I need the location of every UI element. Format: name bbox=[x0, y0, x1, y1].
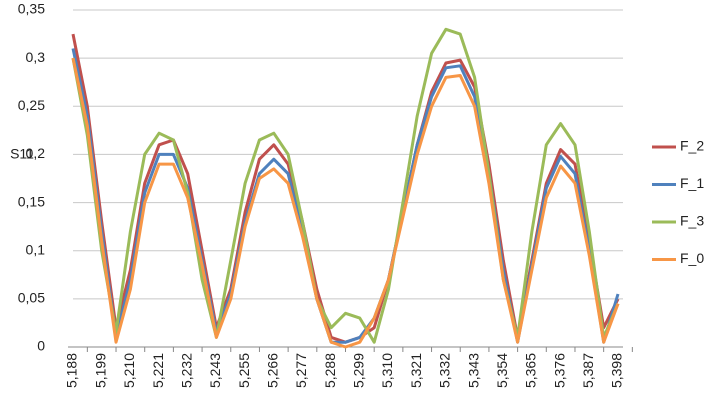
x-tick-label: 5,232 bbox=[178, 353, 194, 388]
x-tick-label: 5,365 bbox=[523, 353, 539, 388]
x-tick-label: 5,188 bbox=[64, 353, 80, 388]
y-tick-label: 0,3 bbox=[26, 49, 46, 65]
x-tick-label: 5,343 bbox=[465, 353, 481, 388]
x-tick-label: 5,354 bbox=[494, 353, 510, 388]
line-series bbox=[71, 57, 620, 349]
x-tick-label: 5,199 bbox=[92, 353, 108, 388]
line-series bbox=[71, 48, 620, 344]
y-tick-label: 0,35 bbox=[18, 1, 45, 17]
x-tick-label: 5,332 bbox=[437, 353, 453, 388]
y-axis-label: S11 bbox=[10, 146, 34, 162]
x-tick-label: 5,310 bbox=[379, 353, 395, 388]
x-tick-label: 5,398 bbox=[609, 353, 625, 388]
line-series bbox=[71, 27, 620, 344]
y-tick-label: 0 bbox=[37, 338, 45, 354]
y-tick-label: 0,1 bbox=[26, 241, 46, 257]
x-tick-label: 5,255 bbox=[236, 353, 252, 388]
x-tick-label: 5,376 bbox=[551, 353, 567, 388]
y-tick-label: 0,25 bbox=[18, 97, 45, 113]
legend-label: F_0 bbox=[680, 250, 704, 266]
y-tick-label: 0,05 bbox=[18, 290, 45, 306]
x-tick-label: 5,210 bbox=[121, 353, 137, 388]
legend-label: F_1 bbox=[680, 175, 704, 191]
y-tick-label: 0,15 bbox=[18, 193, 45, 209]
y-tick-label: 0,2 bbox=[26, 145, 46, 161]
x-tick-label: 5,321 bbox=[408, 353, 424, 388]
x-tick-label: 5,266 bbox=[264, 353, 280, 388]
x-tick-label: 5,387 bbox=[580, 353, 596, 388]
x-tick-label: 5,243 bbox=[207, 353, 223, 388]
legend-label: F_3 bbox=[680, 213, 704, 229]
x-tick-label: 5,288 bbox=[322, 353, 338, 388]
line-series bbox=[71, 33, 620, 344]
x-tick-label: 5,299 bbox=[351, 353, 367, 388]
legend-label: F_2 bbox=[680, 138, 704, 154]
x-tick-label: 5,277 bbox=[293, 353, 309, 388]
x-tick-label: 5,221 bbox=[150, 353, 166, 388]
